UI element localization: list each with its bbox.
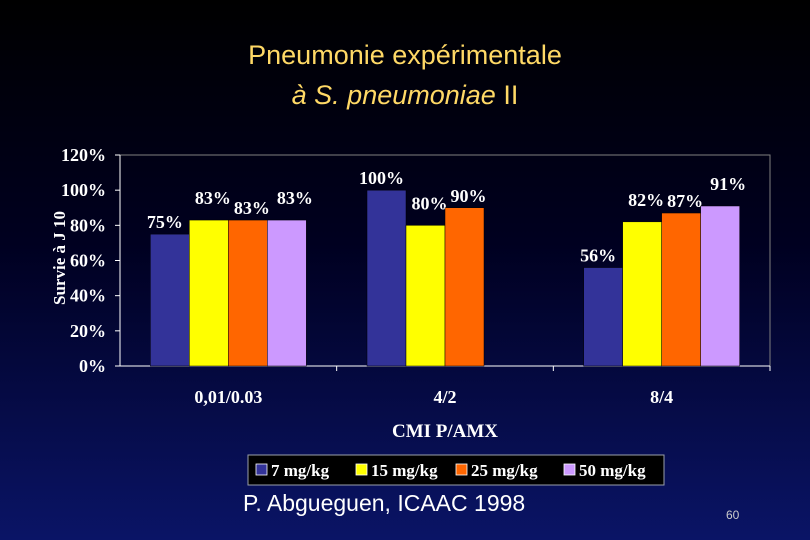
bar [267,219,307,367]
legend-swatch [455,463,468,476]
data-label: 56% [580,246,616,266]
y-tick-label: 40% [70,286,106,306]
x-tick-label: 8/4 [650,387,673,407]
y-tick-label: 120% [61,145,106,165]
legend-label: 25 mg/kg [471,461,538,480]
bar [661,212,701,367]
data-label: 87% [667,191,703,211]
y-tick-label: 100% [61,180,106,200]
legend-label: 50 mg/kg [579,461,646,480]
data-label: 83% [277,188,313,208]
legend-swatch [255,463,268,476]
bar [366,189,407,367]
data-label: 91% [710,174,746,194]
citation-footer: P. Abgueguen, ICAAC 1998 [243,490,526,516]
title-organism: à S. pneumoniae [291,80,496,110]
y-tick-label: 60% [70,251,106,271]
title-suffix: II [495,80,519,110]
bar [700,205,740,367]
bar [622,221,662,367]
bar [189,219,229,367]
data-label: 90% [451,186,487,206]
x-tick-label: 0,01/0.03 [194,387,262,407]
slide-title-line2: à S. pneumoniae II [0,80,810,111]
y-tick-label: 0% [79,356,106,376]
data-label: 82% [628,190,664,210]
bar [150,233,190,367]
y-tick-label: 80% [70,215,106,235]
legend-swatch [355,463,368,476]
y-axis-label: Survie à J 10 [50,211,69,305]
bar [583,267,623,367]
slide-number: 60 [726,508,740,522]
data-label: 100% [359,168,404,188]
legend-swatch [563,463,576,476]
data-label: 83% [234,198,270,218]
bar [444,207,485,367]
bar [228,219,268,367]
bar [405,225,446,367]
x-axis-label: CMI P/AMX [392,421,498,442]
x-tick-label: 4/2 [433,387,456,407]
data-label: 75% [147,212,183,232]
data-label: 83% [195,188,231,208]
slide-title-line1: Pneumonie expérimentale [248,40,562,70]
legend-label: 7 mg/kg [271,461,330,480]
legend-label: 15 mg/kg [371,461,438,480]
data-label: 80% [412,193,448,213]
y-tick-label: 20% [70,321,106,341]
